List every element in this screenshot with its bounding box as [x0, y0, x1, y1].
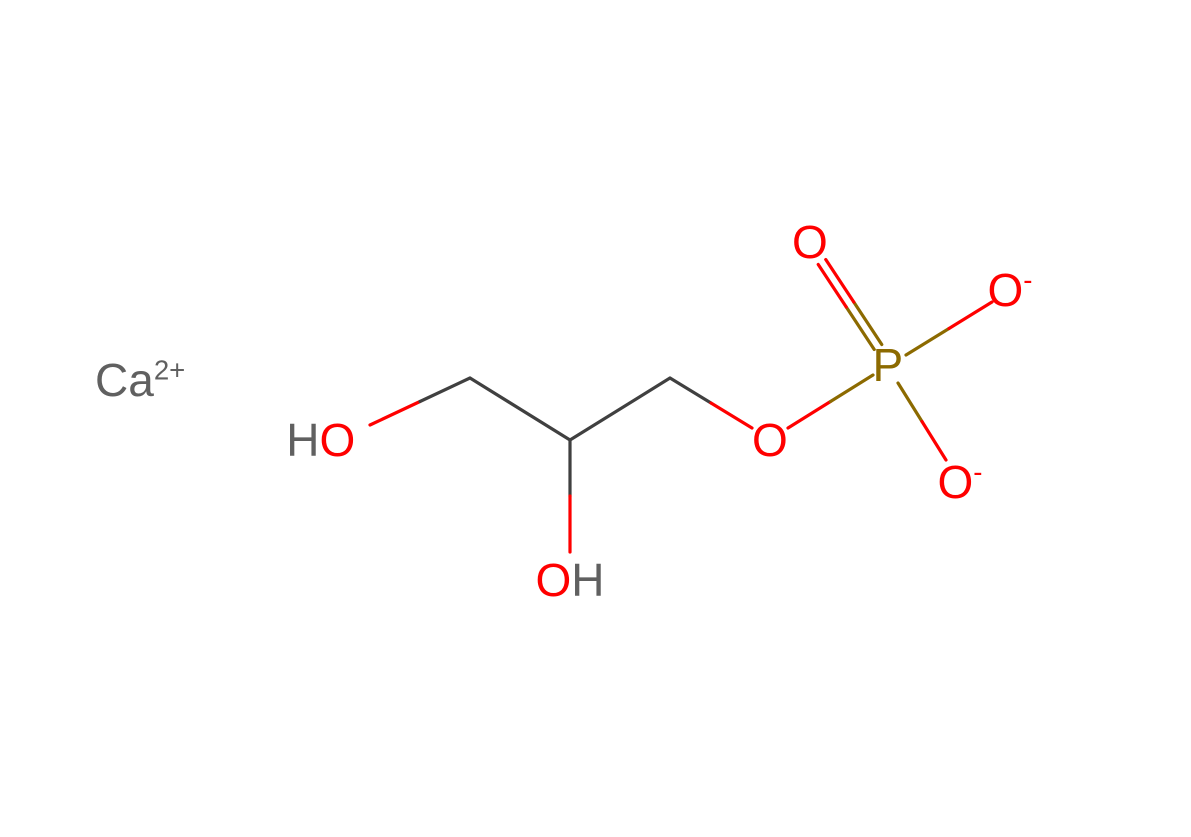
bond-svg — [0, 0, 1191, 837]
atom-O_bridge: O — [752, 417, 788, 463]
atom-O_neg_bot: O- — [938, 459, 983, 505]
atom-O_dbl: O — [792, 219, 828, 265]
atom-Ca: Ca2+ — [95, 357, 185, 403]
atom-O_neg_top: O- — [988, 267, 1033, 313]
atom-P: P — [873, 342, 904, 388]
molecule-canvas: Ca2+ HO OH O P O O- O- — [0, 0, 1191, 837]
atom-OH_bottom: OH — [536, 557, 605, 603]
atom-HO_left: HO — [286, 417, 355, 463]
